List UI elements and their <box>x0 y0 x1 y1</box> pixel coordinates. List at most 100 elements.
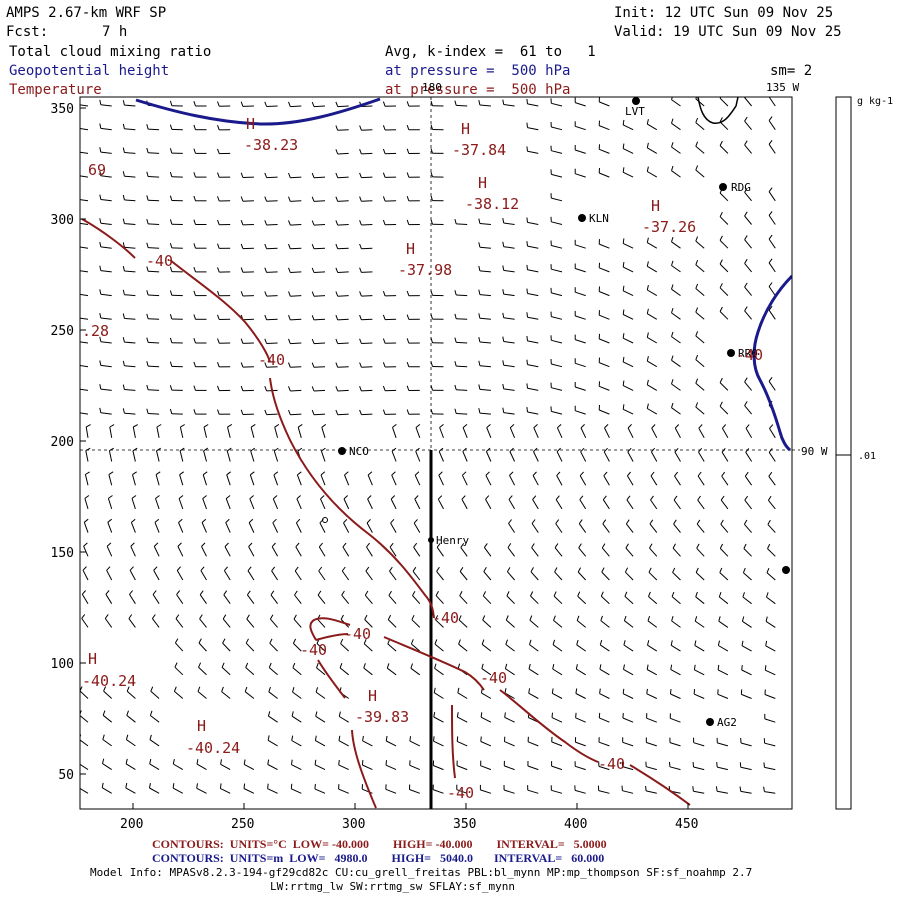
temp-label: -40 <box>344 625 371 643</box>
station-label-lvt: LVT <box>625 105 645 118</box>
temp-contour-west-loop <box>309 617 351 641</box>
y-tick-label: 300 <box>51 213 74 228</box>
station-label-henry: Henry <box>436 534 469 547</box>
station-label-ag2: AG2 <box>717 716 737 729</box>
high-centers: H -38.23 H -37.84 H -38.12 H -37.26 H -3… <box>82 115 696 757</box>
colorbar-box <box>835 96 852 810</box>
temp-label: -40 <box>447 784 474 802</box>
coastline <box>697 96 739 124</box>
temp-contour-labels: -40 -40 -40 -40 -40 -40 -40 -40 -40 <box>146 252 763 802</box>
station-dot-ag2 <box>706 718 714 726</box>
high-value: -37.98 <box>398 261 452 279</box>
temp-label: -40 <box>432 609 459 627</box>
high-letter: H <box>246 115 255 133</box>
high-letter: H <box>406 240 415 258</box>
longitude-labels: 180 135 W 90 W <box>422 81 828 458</box>
edge-label: 69 <box>88 161 106 179</box>
station-dot-rr0 <box>727 349 735 357</box>
x-tick-label: 450 <box>675 817 698 832</box>
station-label-kln: KLN <box>589 212 609 225</box>
field-temp-title: Temperature <box>9 82 102 98</box>
temp-label: -40 <box>300 641 327 659</box>
field-height-desc: at pressure = 500 hPa <box>385 63 571 79</box>
y-tick-label: 100 <box>51 657 74 672</box>
model-info: Model Info: MPASv8.2.3-194-gf29cd82c CU:… <box>90 866 753 879</box>
temp-contour-center-south <box>451 704 456 779</box>
temp-contour-south <box>351 729 377 809</box>
temp-contour-east <box>383 636 691 806</box>
high-letter: H <box>478 174 487 192</box>
lon-label-135w: 135 W <box>766 81 799 94</box>
colorbar-value: .01 <box>858 451 876 462</box>
x-tick-label: 400 <box>564 817 587 832</box>
temp-label: -40 <box>146 252 173 270</box>
high-letter: H <box>88 650 97 668</box>
colorbar-units: g kg-1 <box>857 96 893 107</box>
edge-label: .28 <box>82 322 109 340</box>
temp-contour-main <box>81 218 435 619</box>
edge-labels: 69 .28 <box>82 161 109 340</box>
init-time: Init: 12 UTC Sun 09 Nov 25 <box>614 5 834 21</box>
height-contour-top <box>135 97 381 126</box>
high-value: -37.26 <box>642 218 696 236</box>
high-value: -37.84 <box>452 141 506 159</box>
height-contours <box>135 97 792 452</box>
station-markers <box>322 97 790 726</box>
station-dot-open <box>322 517 328 523</box>
station-label-rdg: RDG <box>731 181 751 194</box>
station-dot-unnamed <box>782 566 790 574</box>
x-tick-label: 350 <box>453 817 476 832</box>
high-value: -40.24 <box>186 739 240 757</box>
axis-ticks <box>80 107 689 809</box>
smoothing-label: sm= 2 <box>770 63 813 79</box>
lon-label-180: 180 <box>422 81 442 94</box>
x-tick-label: 250 <box>231 817 254 832</box>
model-title: AMPS 2.67-km WRF SP <box>6 5 167 21</box>
station-label-rr0: RR0 <box>738 347 758 360</box>
station-label-nco: NCO <box>349 445 369 458</box>
station-dot-henry <box>428 537 434 543</box>
temp-label: -40 <box>258 351 285 369</box>
height-contour-info: CONTOURS: UNITS=m LOW= 4980.0 HIGH= 5040… <box>152 851 605 865</box>
high-letter: H <box>651 197 660 215</box>
high-letter: H <box>461 120 470 138</box>
high-value: -40.24 <box>82 672 136 690</box>
high-letter: H <box>368 687 377 705</box>
y-tick-label: 150 <box>51 546 74 561</box>
x-axis-labels: 200 250 300 350 400 450 <box>120 817 698 832</box>
field-height-title: Geopotential height <box>9 63 170 79</box>
lon-label-90w: 90 W <box>801 445 828 458</box>
high-letter: H <box>197 717 206 735</box>
temp-label: -40 <box>736 346 763 364</box>
station-labels: LVT RDG KLN RR0 NCO Henry AG2 <box>349 105 758 729</box>
y-tick-label: 50 <box>58 768 74 783</box>
high-value: -38.12 <box>465 195 519 213</box>
high-value: -38.23 <box>244 136 298 154</box>
temp-contour-west <box>317 659 346 699</box>
map-frame <box>79 96 793 810</box>
model-info-physics: LW:rrtmg_lw SW:rrtmg_sw SFLAY:sf_mynn <box>270 880 516 893</box>
x-tick-label: 200 <box>120 817 143 832</box>
field-cloud-title: Total cloud mixing ratio <box>9 44 212 60</box>
temp-label: -40 <box>480 669 507 687</box>
wind-barbs <box>80 97 776 794</box>
station-dot-rdg <box>719 183 727 191</box>
high-value: -39.83 <box>355 708 409 726</box>
y-tick-label: 250 <box>51 324 74 339</box>
y-axis-labels: 50 100 150 200 250 300 350 <box>51 102 74 783</box>
station-dot-nco <box>338 447 346 455</box>
y-tick-label: 200 <box>51 435 74 450</box>
station-dot-kln <box>578 214 586 222</box>
temperature-contours <box>81 218 691 809</box>
field-temp-desc: at pressure = 500 hPa <box>385 82 571 98</box>
temp-contour-info: CONTOURS: UNITS=°C LOW= -40.000 HIGH= -4… <box>152 837 607 851</box>
temp-label: -40 <box>598 755 625 773</box>
colorbar: g kg-1 .01 <box>835 96 893 810</box>
y-tick-label: 350 <box>51 102 74 117</box>
valid-time: Valid: 19 UTC Sun 09 Nov 25 <box>614 24 842 40</box>
station-dot-lvt <box>632 97 640 105</box>
forecast-hours: 7 h <box>102 24 128 40</box>
height-contour-right <box>752 274 792 452</box>
forecast-label: Fcst: <box>6 24 49 40</box>
